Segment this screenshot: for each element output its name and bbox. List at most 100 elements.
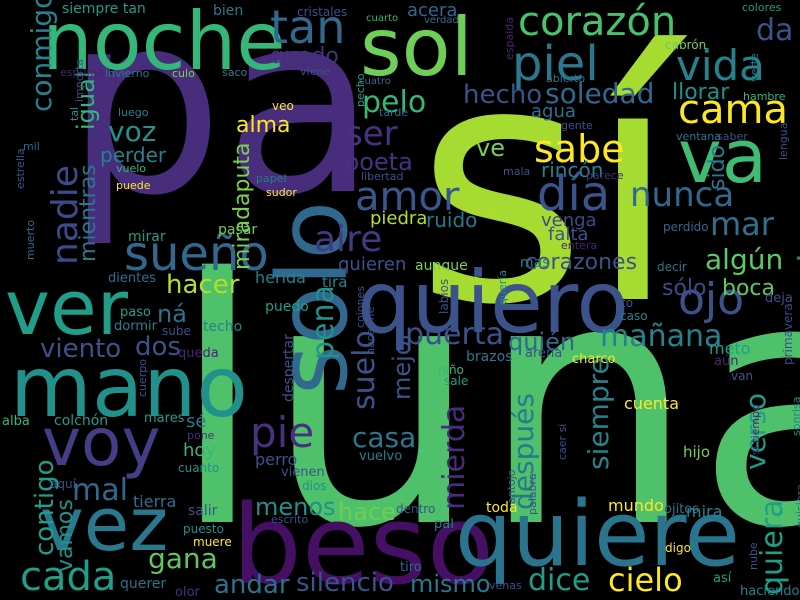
- word-dentro: dentro: [396, 502, 436, 516]
- word-tiro: tiro: [400, 560, 422, 575]
- word-importa: importa: [73, 58, 86, 102]
- word-solo: sólo: [662, 276, 707, 301]
- word-primavera: primavera: [781, 303, 795, 365]
- word-cuenta: cuenta: [624, 394, 679, 413]
- word-quieren: quieren: [338, 254, 407, 275]
- word-techo: techo: [203, 319, 243, 335]
- word-colchon: colchón: [54, 413, 109, 429]
- word-voz: voz: [108, 115, 157, 148]
- word-menos: menos: [255, 493, 336, 521]
- word-quiere: quiere: [455, 482, 740, 587]
- word-puede: puede: [116, 179, 151, 192]
- word-verte: verte: [748, 53, 761, 82]
- word-beso: beso: [232, 481, 495, 600]
- word-acera: acera: [407, 0, 458, 21]
- word-cristales: cristales: [297, 5, 348, 19]
- word-amor: amor: [355, 174, 460, 220]
- word-piel: piel: [512, 36, 599, 92]
- word-rincon: rincón: [541, 158, 604, 182]
- word-noche: noche: [42, 0, 286, 88]
- word-vuelvo: vuelvo: [359, 449, 403, 464]
- word-cabron: cabrón: [665, 38, 707, 52]
- word-agua: agua: [531, 101, 576, 122]
- word-perro: perro: [255, 450, 298, 469]
- word-alma: alma: [236, 113, 291, 138]
- word-quisiera: quisiera: [794, 484, 800, 528]
- word-digo: digo: [665, 541, 691, 555]
- word-deja: deja: [765, 291, 793, 306]
- word-abierto: abierto: [546, 72, 586, 85]
- word-brazos: brazos: [466, 349, 513, 365]
- word-quiera: quiera: [755, 499, 790, 595]
- word-poeta: poeta: [344, 148, 413, 176]
- word-piedra: piedra: [370, 208, 428, 229]
- word-ventana: ventana: [676, 130, 722, 143]
- word-antojo: antojo: [505, 469, 518, 504]
- word-pa: pa: [65, 0, 377, 250]
- word-hacer: hacer: [166, 270, 240, 300]
- word-decir: decir: [657, 260, 687, 274]
- word-aunque: aunque: [415, 258, 468, 274]
- word-charco: charco: [572, 352, 616, 367]
- word-bien: bien: [213, 3, 244, 19]
- word-meto: meto: [709, 339, 751, 358]
- word-quedo: quedo: [270, 44, 339, 69]
- word-sol: sol: [360, 1, 473, 94]
- word-manana: mañana: [600, 319, 723, 354]
- word-cama: cama: [678, 87, 788, 133]
- word-vamos: vamos: [53, 499, 78, 572]
- word-culo: culo: [172, 67, 195, 80]
- word-si: sí: [415, 0, 679, 377]
- word-silencio: silencio: [296, 568, 394, 598]
- word-vienen: vienen: [281, 465, 325, 480]
- word-hijo: hijo: [683, 443, 711, 461]
- word-perdido: perdido: [663, 220, 709, 234]
- word-na: ná: [157, 300, 187, 328]
- word-verdad: verdad: [424, 15, 459, 26]
- word-boca: boca: [722, 276, 776, 301]
- word-viento: viento: [40, 334, 122, 364]
- word-mil: mil: [23, 140, 40, 153]
- word-nube: nube: [747, 542, 760, 570]
- word-sube: sube: [162, 324, 191, 338]
- word-viene: viene: [300, 65, 331, 78]
- word-dios: dios: [302, 479, 327, 493]
- word-voy: voy: [42, 404, 161, 481]
- word-espalda: espalda: [503, 16, 516, 60]
- word-sonrisa: sonrisa: [790, 396, 800, 436]
- word-ser: ser: [345, 114, 398, 154]
- word-herida: herida: [255, 268, 306, 287]
- word-tierra: tierra: [133, 492, 177, 511]
- word-sido: sido: [705, 145, 730, 190]
- word-andar: andar: [214, 570, 290, 600]
- word-saco: saco: [222, 66, 248, 79]
- word-vez: vez: [40, 482, 169, 568]
- word-corazon: corazón: [518, 0, 677, 45]
- word-gente: gente: [561, 119, 593, 132]
- word-to: to: [621, 296, 634, 310]
- word-pal: pal: [434, 517, 454, 532]
- word-estrella: estrella: [14, 148, 27, 189]
- word-va: va: [678, 114, 768, 200]
- word-cuarto: cuarto: [366, 13, 399, 24]
- word-muerto: muerto: [24, 219, 37, 260]
- word-ojo: ojo: [678, 274, 745, 325]
- word-paso: paso: [120, 305, 151, 320]
- word-cuerpo: cuerpo: [136, 358, 149, 397]
- word-entera: entera: [561, 239, 598, 252]
- word-libertad: libertad: [361, 170, 404, 183]
- word-queria: quería: [496, 269, 509, 305]
- word-espuma: espuma: [60, 66, 104, 79]
- word-pena: pena: [306, 285, 341, 360]
- word-ve: ve: [476, 134, 505, 162]
- word-palabra: palabra: [526, 473, 539, 515]
- word-parece: parece: [586, 169, 624, 182]
- word-mientras: mientras: [76, 164, 101, 262]
- word-asi: así: [713, 571, 732, 586]
- word-van: van: [731, 369, 754, 383]
- word-corazones: corazones: [525, 250, 638, 275]
- word-querer: querer: [120, 576, 167, 592]
- word-dia: día: [537, 166, 611, 222]
- word-quien: quién: [508, 328, 576, 356]
